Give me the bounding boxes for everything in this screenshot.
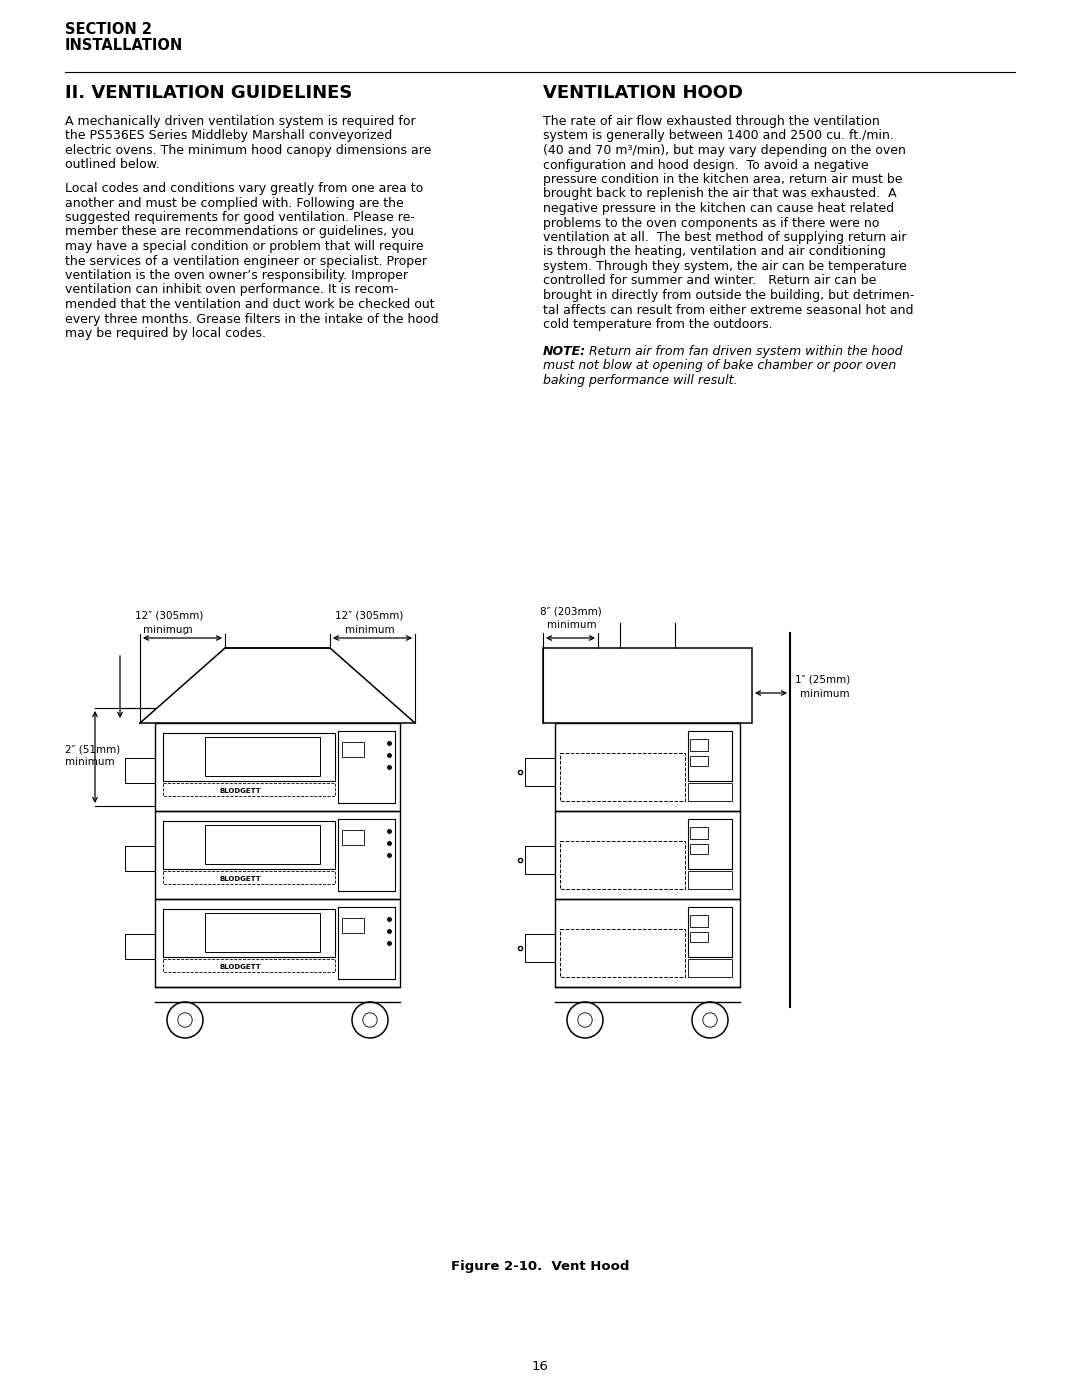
Text: Local codes and conditions vary greatly from one area to: Local codes and conditions vary greatly … <box>65 182 423 196</box>
Text: system. Through they system, the air can be temperature: system. Through they system, the air can… <box>543 260 907 272</box>
Text: minimum: minimum <box>546 620 596 630</box>
Text: member these are recommendations or guidelines, you: member these are recommendations or guid… <box>65 225 414 239</box>
Text: ventilation at all.  The best method of supplying return air: ventilation at all. The best method of s… <box>543 231 906 244</box>
Bar <box>690 756 708 766</box>
Text: VENTILATION HOOD: VENTILATION HOOD <box>543 84 743 102</box>
Bar <box>690 739 708 752</box>
Text: is through the heating, ventilation and air conditioning: is through the heating, ventilation and … <box>543 246 886 258</box>
Text: BLODGETT: BLODGETT <box>219 964 261 970</box>
Text: (40 and 70 m³/min), but may vary depending on the oven: (40 and 70 m³/min), but may vary dependi… <box>543 144 906 156</box>
Text: INSTALLATION: INSTALLATION <box>65 38 184 53</box>
Polygon shape <box>688 907 732 957</box>
Text: cold temperature from the outdoors.: cold temperature from the outdoors. <box>543 319 772 331</box>
Text: mended that the ventilation and duct work be checked out: mended that the ventilation and duct wor… <box>65 298 434 312</box>
Text: Return air from fan driven system within the hood: Return air from fan driven system within… <box>585 345 903 358</box>
Text: minimum: minimum <box>65 757 114 767</box>
Text: controlled for summer and winter.   Return air can be: controlled for summer and winter. Return… <box>543 274 876 288</box>
Text: 12″ (305mm): 12″ (305mm) <box>335 610 403 622</box>
Text: NOTE:: NOTE: <box>543 345 586 358</box>
Text: 2″ (51mm): 2″ (51mm) <box>65 745 120 754</box>
Text: baking performance will result.: baking performance will result. <box>543 374 738 387</box>
Text: another and must be complied with. Following are the: another and must be complied with. Follo… <box>65 197 404 210</box>
Bar <box>342 742 364 757</box>
Text: A mechanically driven ventilation system is required for: A mechanically driven ventilation system… <box>65 115 416 129</box>
Text: brought in directly from outside the building, but detrimen-: brought in directly from outside the bui… <box>543 289 915 302</box>
Text: the PS536ES Series Middleby Marshall conveyorized: the PS536ES Series Middleby Marshall con… <box>65 130 392 142</box>
Text: ventilation can inhibit oven performance. It is recom-: ventilation can inhibit oven performance… <box>65 284 399 296</box>
Text: 12″ (305mm): 12″ (305mm) <box>135 610 203 622</box>
Text: BLODGETT: BLODGETT <box>219 788 261 793</box>
Text: the services of a ventilation engineer or specialist. Proper: the services of a ventilation engineer o… <box>65 254 427 267</box>
Text: must not blow at opening of bake chamber or poor oven: must not blow at opening of bake chamber… <box>543 359 896 373</box>
Text: may have a special condition or problem that will require: may have a special condition or problem … <box>65 240 423 253</box>
Bar <box>342 830 364 845</box>
Polygon shape <box>688 731 732 781</box>
Text: II. VENTILATION GUIDELINES: II. VENTILATION GUIDELINES <box>65 84 352 102</box>
Text: 1″ (25mm): 1″ (25mm) <box>795 675 850 685</box>
Text: problems to the oven components as if there were no: problems to the oven components as if th… <box>543 217 879 229</box>
Bar <box>342 918 364 933</box>
Text: electric ovens. The minimum hood canopy dimensions are: electric ovens. The minimum hood canopy … <box>65 144 431 156</box>
Text: pressure condition in the kitchen area, return air must be: pressure condition in the kitchen area, … <box>543 173 903 186</box>
Text: every three months. Grease filters in the intake of the hood: every three months. Grease filters in th… <box>65 313 438 326</box>
Bar <box>690 827 708 840</box>
Polygon shape <box>688 819 732 869</box>
Bar <box>690 915 708 928</box>
Bar <box>690 844 708 854</box>
Text: minimum: minimum <box>143 624 192 636</box>
Text: outlined below.: outlined below. <box>65 158 160 172</box>
Text: configuration and hood design.  To avoid a negative: configuration and hood design. To avoid … <box>543 158 868 172</box>
Bar <box>690 932 708 942</box>
Text: system is generally between 1400 and 2500 cu. ft./min.: system is generally between 1400 and 250… <box>543 130 894 142</box>
Text: 16: 16 <box>531 1361 549 1373</box>
Text: minimum: minimum <box>345 624 394 636</box>
Text: suggested requirements for good ventilation. Please re-: suggested requirements for good ventilat… <box>65 211 415 224</box>
Text: SECTION 2: SECTION 2 <box>65 22 152 36</box>
Text: may be required by local codes.: may be required by local codes. <box>65 327 266 339</box>
Text: Figure 2-10.  Vent Hood: Figure 2-10. Vent Hood <box>450 1260 630 1273</box>
Text: brought back to replenish the air that was exhausted.  A: brought back to replenish the air that w… <box>543 187 896 201</box>
Text: The rate of air flow exhausted through the ventilation: The rate of air flow exhausted through t… <box>543 115 880 129</box>
Text: minimum: minimum <box>800 689 850 698</box>
Text: ventilation is the oven owner’s responsibility. Improper: ventilation is the oven owner’s responsi… <box>65 270 408 282</box>
Text: 8″ (203mm): 8″ (203mm) <box>540 606 602 616</box>
Text: tal affects can result from either extreme seasonal hot and: tal affects can result from either extre… <box>543 303 914 317</box>
Text: negative pressure in the kitchen can cause heat related: negative pressure in the kitchen can cau… <box>543 203 894 215</box>
Text: BLODGETT: BLODGETT <box>219 876 261 882</box>
